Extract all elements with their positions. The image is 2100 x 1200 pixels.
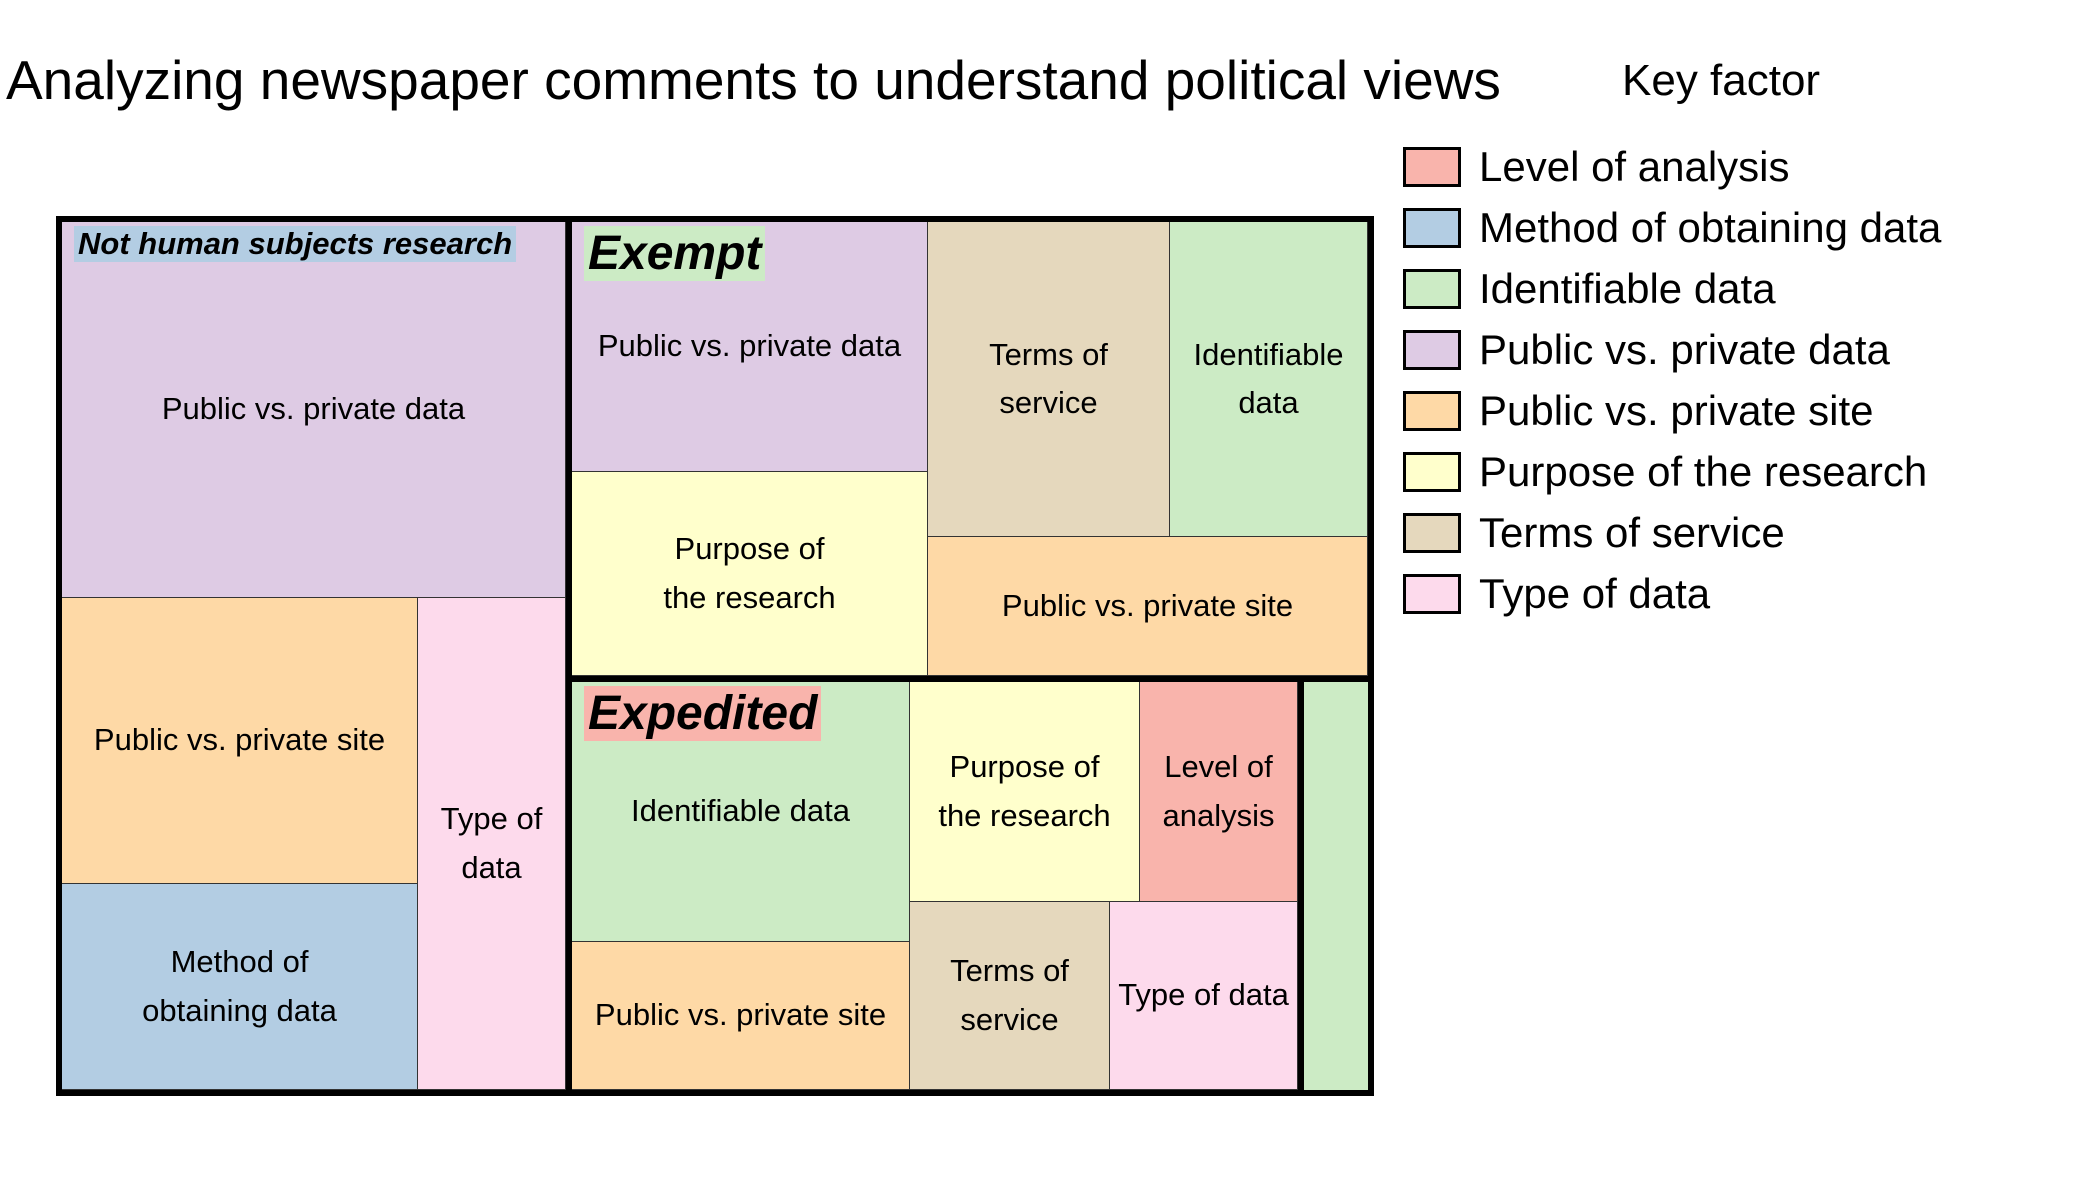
treemap-cell: Terms of service	[910, 902, 1110, 1090]
group-unlabeled	[1298, 676, 1374, 1096]
group-exempt: Public vs. private data Purpose of the r…	[566, 216, 1374, 682]
legend-swatch	[1403, 513, 1461, 553]
treemap-cell: Purpose of the research	[572, 472, 928, 676]
treemap-cell: Purpose of the research	[910, 682, 1140, 902]
legend-swatch	[1403, 147, 1461, 187]
legend-title: Key factor	[1622, 56, 1821, 105]
treemap-cell: Terms of service	[928, 222, 1170, 537]
treemap-cell: Public vs. private data	[62, 222, 566, 598]
legend-swatch	[1403, 269, 1461, 309]
legend-label: Terms of service	[1479, 509, 1785, 556]
legend-label: Type of data	[1479, 570, 1711, 617]
treemap-cell: Public vs. private site	[572, 942, 910, 1090]
legend-swatch	[1403, 391, 1461, 431]
legend-label: Public vs. private site	[1479, 387, 1874, 434]
legend-swatch	[1403, 208, 1461, 248]
treemap-cell: Type of data	[1110, 902, 1298, 1090]
group-label: Not human subjects research	[74, 226, 517, 262]
group-label: Exempt	[584, 226, 766, 282]
treemap-cell: Type of data	[418, 598, 566, 1090]
treemap-cell: Method of obtaining data	[62, 884, 418, 1090]
group-not-human-subjects: Public vs. private data Public vs. priva…	[56, 216, 572, 1096]
legend-label: Method of obtaining data	[1479, 204, 1942, 251]
legend-swatch	[1403, 452, 1461, 492]
group-label: Expedited	[584, 686, 822, 742]
treemap-cell	[1304, 682, 1368, 1090]
group-expedited: Identifiable data Public vs. private sit…	[566, 676, 1304, 1096]
treemap-cell: Public vs. private site	[928, 537, 1368, 676]
treemap-cell: Identifiable data	[1170, 222, 1368, 537]
legend-label: Purpose of the research	[1479, 448, 1928, 495]
legend-label: Public vs. private data	[1479, 326, 1890, 373]
legend-swatch	[1403, 330, 1461, 370]
treemap-cell: Level of analysis	[1140, 682, 1298, 902]
treemap: Public vs. private data Public vs. priva…	[56, 216, 1374, 1096]
legend-label: Identifiable data	[1479, 265, 1776, 312]
legend-label: Level of analysis	[1479, 143, 1790, 190]
legend-swatch	[1403, 574, 1461, 614]
treemap-cell: Public vs. private site	[62, 598, 418, 884]
page-title: Analyzing newspaper comments to understa…	[6, 49, 1501, 111]
